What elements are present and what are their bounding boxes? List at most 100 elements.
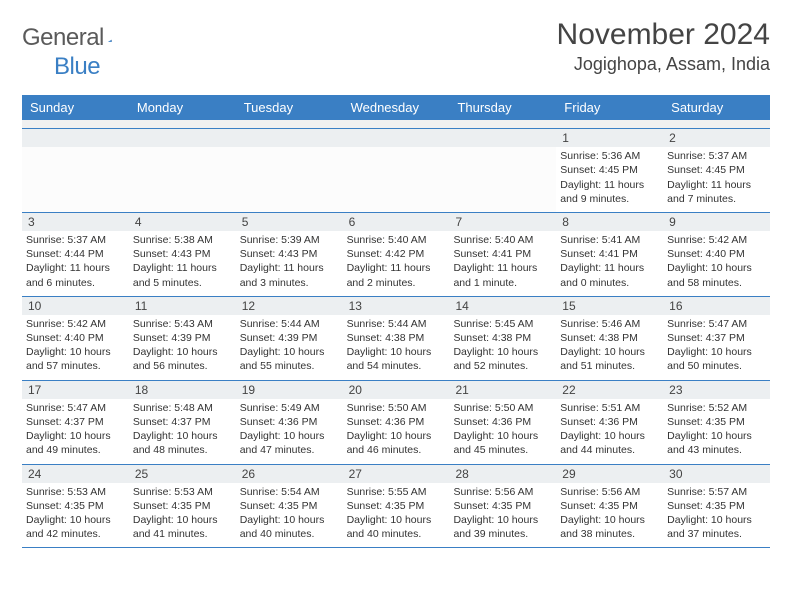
day-info-line: Daylight: 10 hours: [560, 345, 659, 359]
day-info-line: Sunrise: 5:36 AM: [560, 149, 659, 163]
day-info-line: Daylight: 10 hours: [240, 429, 339, 443]
day-info-line: Sunrise: 5:56 AM: [560, 485, 659, 499]
day-info-line: Sunrise: 5:40 AM: [347, 233, 446, 247]
day-info-line: Sunrise: 5:39 AM: [240, 233, 339, 247]
day-info-line: Sunset: 4:42 PM: [347, 247, 446, 261]
day-info-line: Sunset: 4:35 PM: [667, 415, 766, 429]
day-number: 9: [663, 213, 770, 231]
spacer: [22, 120, 770, 128]
day-cell: [343, 129, 450, 212]
day-number: 29: [556, 465, 663, 483]
day-header: Wednesday: [343, 95, 450, 120]
day-info-line: Sunset: 4:40 PM: [26, 331, 125, 345]
day-info-line: Daylight: 11 hours: [26, 261, 125, 275]
day-number: 4: [129, 213, 236, 231]
day-info-line: and 42 minutes.: [26, 527, 125, 541]
day-info-line: Sunset: 4:41 PM: [560, 247, 659, 261]
day-info-line: Daylight: 10 hours: [453, 429, 552, 443]
day-number: [129, 129, 236, 147]
logo-triangle-icon: [108, 29, 112, 47]
day-info-line: Daylight: 10 hours: [26, 429, 125, 443]
day-info-line: Sunrise: 5:50 AM: [453, 401, 552, 415]
day-number: 6: [343, 213, 450, 231]
month-title: November 2024: [557, 18, 770, 52]
day-info-line: Sunset: 4:35 PM: [667, 499, 766, 513]
day-number: 28: [449, 465, 556, 483]
day-cell: 27Sunrise: 5:55 AMSunset: 4:35 PMDayligh…: [343, 465, 450, 548]
day-cell: 18Sunrise: 5:48 AMSunset: 4:37 PMDayligh…: [129, 381, 236, 464]
day-info-line: and 9 minutes.: [560, 192, 659, 206]
week-row: 10Sunrise: 5:42 AMSunset: 4:40 PMDayligh…: [22, 296, 770, 380]
day-info-line: and 37 minutes.: [667, 527, 766, 541]
day-info-line: Daylight: 10 hours: [26, 513, 125, 527]
day-number: 14: [449, 297, 556, 315]
day-number: [449, 129, 556, 147]
day-info-line: Sunrise: 5:52 AM: [667, 401, 766, 415]
day-cell: 28Sunrise: 5:56 AMSunset: 4:35 PMDayligh…: [449, 465, 556, 548]
day-info-line: Sunset: 4:39 PM: [133, 331, 232, 345]
day-cell: 8Sunrise: 5:41 AMSunset: 4:41 PMDaylight…: [556, 213, 663, 296]
day-info-line: Sunrise: 5:45 AM: [453, 317, 552, 331]
day-header: Sunday: [22, 95, 129, 120]
day-info-line: and 50 minutes.: [667, 359, 766, 373]
day-info-line: and 52 minutes.: [453, 359, 552, 373]
day-info-line: and 48 minutes.: [133, 443, 232, 457]
day-number: 18: [129, 381, 236, 399]
day-info-line: Daylight: 10 hours: [667, 261, 766, 275]
day-info-line: Sunrise: 5:37 AM: [26, 233, 125, 247]
day-info-line: and 54 minutes.: [347, 359, 446, 373]
day-number: 24: [22, 465, 129, 483]
day-info-line: and 43 minutes.: [667, 443, 766, 457]
day-info-line: Sunrise: 5:55 AM: [347, 485, 446, 499]
week-row: 3Sunrise: 5:37 AMSunset: 4:44 PMDaylight…: [22, 212, 770, 296]
day-info-line: Sunset: 4:38 PM: [347, 331, 446, 345]
weeks-container: 1Sunrise: 5:36 AMSunset: 4:45 PMDaylight…: [22, 128, 770, 547]
day-info-line: and 7 minutes.: [667, 192, 766, 206]
title-block: November 2024 Jogighopa, Assam, India: [557, 18, 770, 75]
day-info-line: Sunrise: 5:56 AM: [453, 485, 552, 499]
day-info-line: and 45 minutes.: [453, 443, 552, 457]
day-cell: 16Sunrise: 5:47 AMSunset: 4:37 PMDayligh…: [663, 297, 770, 380]
day-info-line: Sunrise: 5:50 AM: [347, 401, 446, 415]
day-info-line: Sunset: 4:35 PM: [133, 499, 232, 513]
day-number: 16: [663, 297, 770, 315]
day-cell: 19Sunrise: 5:49 AMSunset: 4:36 PMDayligh…: [236, 381, 343, 464]
day-info-line: and 38 minutes.: [560, 527, 659, 541]
week-row: 24Sunrise: 5:53 AMSunset: 4:35 PMDayligh…: [22, 464, 770, 548]
day-info-line: Sunset: 4:36 PM: [560, 415, 659, 429]
day-info-line: and 58 minutes.: [667, 276, 766, 290]
day-number: 27: [343, 465, 450, 483]
day-info-line: Sunrise: 5:46 AM: [560, 317, 659, 331]
day-info-line: Sunrise: 5:49 AM: [240, 401, 339, 415]
day-info-line: Daylight: 10 hours: [453, 345, 552, 359]
day-info-line: Sunset: 4:44 PM: [26, 247, 125, 261]
day-number: [236, 129, 343, 147]
day-info-line: Sunset: 4:35 PM: [560, 499, 659, 513]
day-info-line: and 41 minutes.: [133, 527, 232, 541]
day-info-line: Daylight: 10 hours: [667, 429, 766, 443]
day-info-line: and 49 minutes.: [26, 443, 125, 457]
day-info-line: Sunrise: 5:43 AM: [133, 317, 232, 331]
day-cell: 9Sunrise: 5:42 AMSunset: 4:40 PMDaylight…: [663, 213, 770, 296]
day-info-line: Daylight: 11 hours: [453, 261, 552, 275]
day-info-line: Daylight: 11 hours: [560, 178, 659, 192]
day-info-line: Sunrise: 5:41 AM: [560, 233, 659, 247]
day-cell: 24Sunrise: 5:53 AMSunset: 4:35 PMDayligh…: [22, 465, 129, 548]
day-info-line: Sunrise: 5:38 AM: [133, 233, 232, 247]
day-header: Tuesday: [236, 95, 343, 120]
logo-word2: Blue: [54, 53, 100, 81]
day-header: Saturday: [663, 95, 770, 120]
day-cell: [22, 129, 129, 212]
day-info-line: and 57 minutes.: [26, 359, 125, 373]
day-info-line: Daylight: 10 hours: [347, 429, 446, 443]
day-cell: [236, 129, 343, 212]
day-info-line: and 56 minutes.: [133, 359, 232, 373]
day-info-line: Daylight: 10 hours: [133, 429, 232, 443]
day-info-line: and 3 minutes.: [240, 276, 339, 290]
day-cell: 21Sunrise: 5:50 AMSunset: 4:36 PMDayligh…: [449, 381, 556, 464]
day-info-line: and 0 minutes.: [560, 276, 659, 290]
day-info-line: Sunrise: 5:44 AM: [347, 317, 446, 331]
day-info-line: Daylight: 10 hours: [240, 345, 339, 359]
day-cell: 22Sunrise: 5:51 AMSunset: 4:36 PMDayligh…: [556, 381, 663, 464]
day-info-line: Sunset: 4:39 PM: [240, 331, 339, 345]
